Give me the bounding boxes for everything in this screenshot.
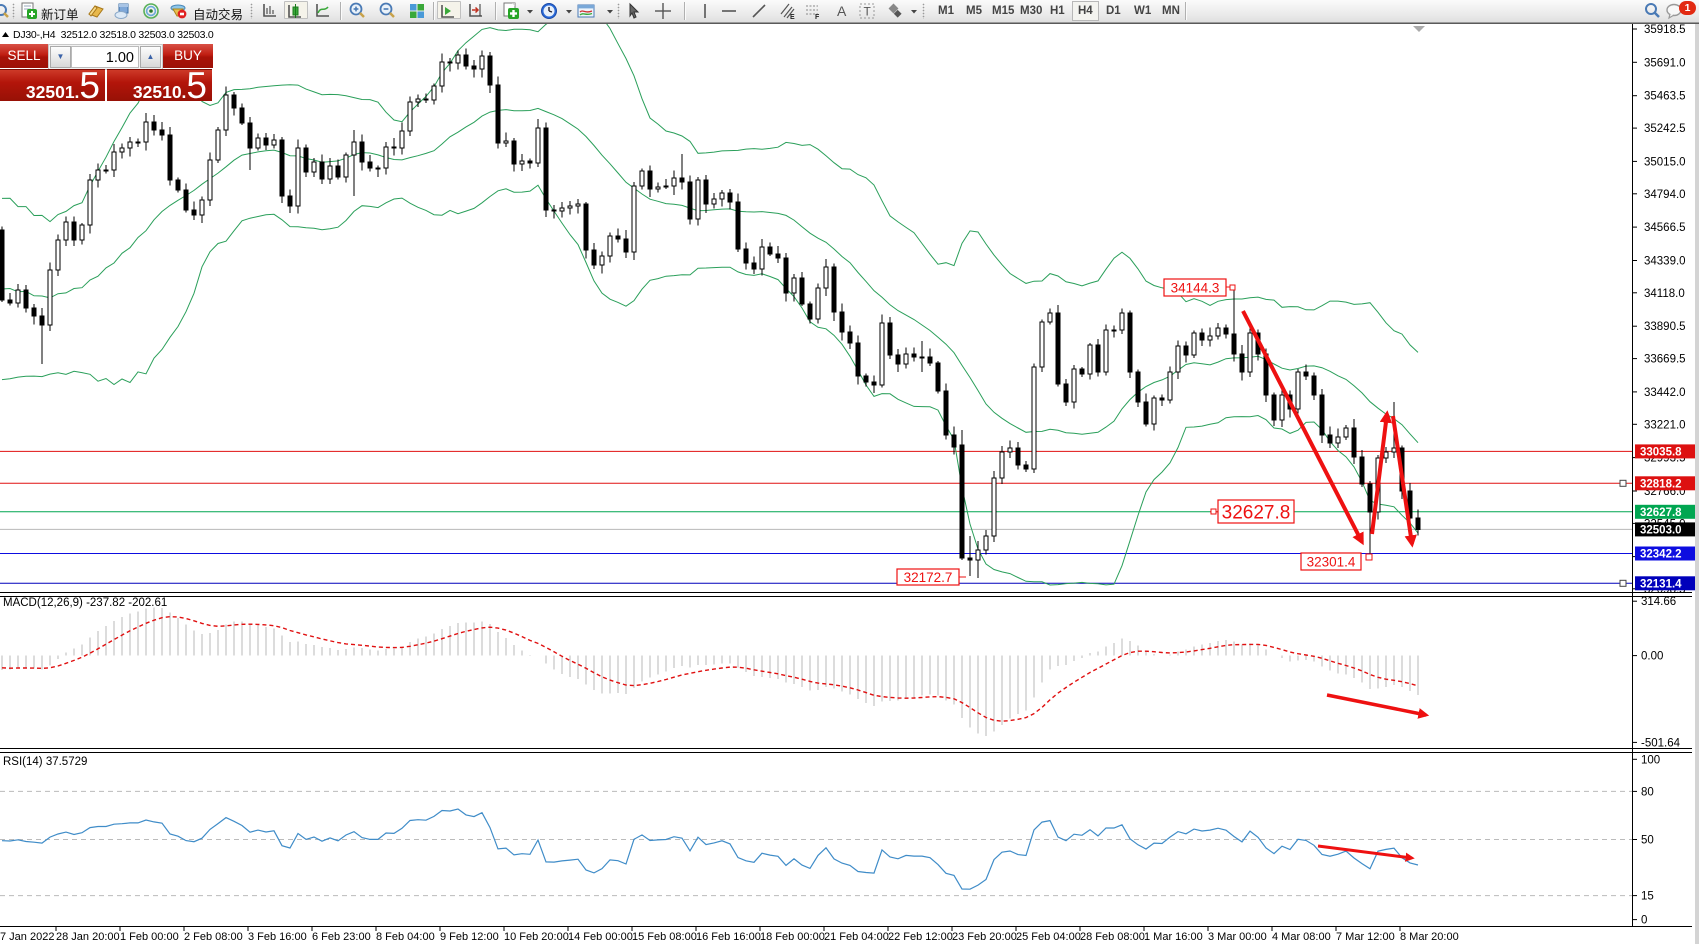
svg-text:32342.2: 32342.2: [1640, 549, 1682, 561]
svg-text:0.00: 0.00: [1641, 651, 1663, 663]
svg-text:33890.5: 33890.5: [1644, 321, 1686, 333]
svg-text:F: F: [815, 14, 820, 20]
svg-text:10 Feb 20:00: 10 Feb 20:00: [504, 931, 569, 943]
svg-text:33669.5: 33669.5: [1644, 354, 1686, 366]
svg-text:6 Feb 23:00: 6 Feb 23:00: [312, 931, 371, 943]
svg-text:8 Feb 04:00: 8 Feb 04:00: [376, 931, 435, 943]
svg-text:32818.2: 32818.2: [1640, 478, 1682, 490]
svg-text:0: 0: [1641, 915, 1647, 927]
svg-text:35691.0: 35691.0: [1644, 57, 1686, 69]
svg-text:35242.5: 35242.5: [1644, 123, 1686, 135]
svg-text:MACD(12,26,9) -237.82 -202.61: MACD(12,26,9) -237.82 -202.61: [3, 597, 167, 609]
svg-text:33442.0: 33442.0: [1644, 387, 1686, 399]
svg-text:RSI(14) 37.5729: RSI(14) 37.5729: [3, 756, 87, 768]
svg-text:32131.4: 32131.4: [1640, 578, 1682, 590]
svg-text:35463.5: 35463.5: [1644, 91, 1686, 103]
svg-text:80: 80: [1641, 786, 1654, 798]
svg-text:DJ30-,H4 32512.0 32518.0 3250: DJ30-,H4 32512.0 32518.0 32503.0 32503.0: [13, 29, 214, 41]
svg-text:35918.5: 35918.5: [1644, 24, 1686, 36]
svg-text:314.66: 314.66: [1641, 596, 1676, 608]
svg-text:7 Mar 12:00: 7 Mar 12:00: [1336, 931, 1395, 943]
svg-text:9 Feb 12:00: 9 Feb 12:00: [440, 931, 499, 943]
svg-text:35015.0: 35015.0: [1644, 156, 1686, 168]
svg-text:4 Mar 08:00: 4 Mar 08:00: [1272, 931, 1331, 943]
svg-text:21 Feb 04:00: 21 Feb 04:00: [824, 931, 889, 943]
svg-text:18 Feb 00:00: 18 Feb 00:00: [760, 931, 825, 943]
svg-text:14 Feb 00:00: 14 Feb 00:00: [568, 931, 633, 943]
svg-text:32501.5: 32501.5: [26, 70, 100, 101]
svg-text:100: 100: [1641, 754, 1660, 766]
svg-text:25 Feb 04:00: 25 Feb 04:00: [1016, 931, 1081, 943]
svg-text:32510.5: 32510.5: [133, 70, 207, 101]
svg-text:E: E: [790, 14, 795, 20]
svg-text:1 Mar 16:00: 1 Mar 16:00: [1144, 931, 1203, 943]
svg-text:32627.8: 32627.8: [1640, 507, 1682, 519]
svg-text:33035.8: 33035.8: [1640, 446, 1682, 458]
svg-text:34144.3: 34144.3: [1171, 280, 1220, 295]
svg-text:32301.4: 32301.4: [1307, 554, 1356, 569]
svg-text:28 Jan 20:00: 28 Jan 20:00: [56, 931, 120, 943]
svg-text:7 Jan 2022: 7 Jan 2022: [0, 931, 54, 943]
svg-text:2 Feb 08:00: 2 Feb 08:00: [184, 931, 243, 943]
svg-text:34118.0: 34118.0: [1644, 288, 1685, 300]
svg-text:32503.0: 32503.0: [1640, 524, 1682, 536]
svg-text:34339.0: 34339.0: [1644, 256, 1686, 268]
svg-text:-501.64: -501.64: [1641, 737, 1681, 749]
svg-text:8 Mar 20:00: 8 Mar 20:00: [1400, 931, 1459, 943]
svg-text:A: A: [837, 3, 847, 19]
svg-text:34566.5: 34566.5: [1644, 222, 1686, 234]
svg-text:23 Feb 20:00: 23 Feb 20:00: [952, 931, 1017, 943]
svg-text:22 Feb 12:00: 22 Feb 12:00: [888, 931, 953, 943]
svg-text:28 Feb 08:00: 28 Feb 08:00: [1080, 931, 1145, 943]
svg-text:16 Feb 16:00: 16 Feb 16:00: [696, 931, 761, 943]
svg-text:T: T: [864, 5, 872, 19]
svg-text:15: 15: [1641, 891, 1654, 903]
svg-text:34794.0: 34794.0: [1644, 189, 1686, 201]
svg-text:32627.8: 32627.8: [1222, 502, 1291, 523]
svg-text:33221.0: 33221.0: [1644, 419, 1686, 431]
svg-text:32172.7: 32172.7: [904, 570, 953, 585]
svg-text:50: 50: [1641, 835, 1654, 847]
svg-text:15 Feb 08:00: 15 Feb 08:00: [632, 931, 697, 943]
svg-text:3 Feb 16:00: 3 Feb 16:00: [248, 931, 307, 943]
svg-text:3 Mar 00:00: 3 Mar 00:00: [1208, 931, 1267, 943]
svg-text:1 Feb 00:00: 1 Feb 00:00: [120, 931, 179, 943]
